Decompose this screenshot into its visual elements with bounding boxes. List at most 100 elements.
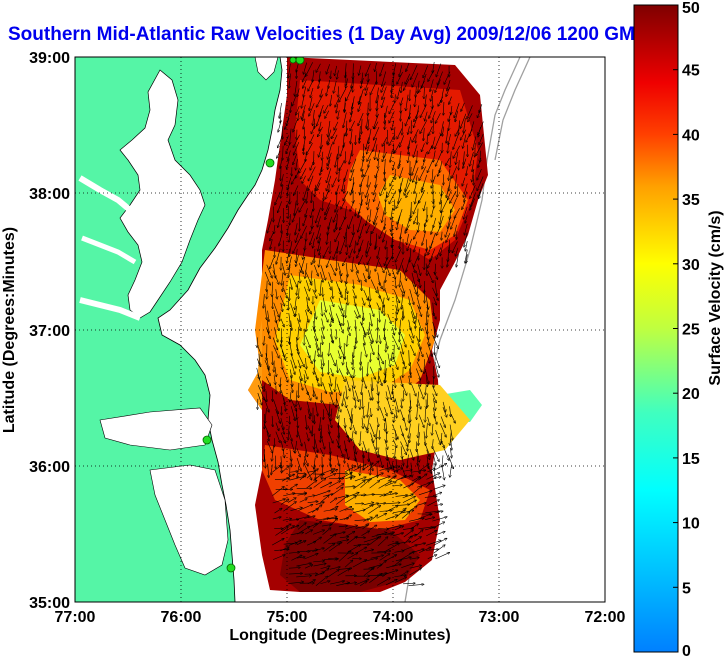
velocity-vector bbox=[321, 318, 324, 329]
velocity-vector bbox=[279, 343, 285, 357]
velocity-vector bbox=[360, 351, 361, 365]
velocity-vector bbox=[315, 184, 316, 197]
velocity-vector bbox=[425, 295, 428, 309]
velocity-vector bbox=[303, 136, 306, 150]
velocity-vector bbox=[467, 105, 473, 118]
velocity-vector bbox=[353, 224, 354, 234]
velocity-vector bbox=[374, 193, 377, 202]
velocity-vector bbox=[326, 175, 332, 191]
velocity-vector bbox=[405, 73, 411, 84]
velocity-vector bbox=[370, 80, 378, 95]
velocity-vector bbox=[273, 327, 278, 342]
chart-title: Southern Mid-Atlantic Raw Velocities (1 … bbox=[8, 24, 647, 45]
velocity-vector bbox=[312, 289, 317, 298]
velocity-vector bbox=[411, 262, 415, 273]
velocity-vector bbox=[299, 198, 307, 212]
velocity-vector bbox=[426, 263, 427, 276]
x-axis-label: Longitude (Degrees:Minutes) bbox=[229, 627, 450, 644]
velocity-vector bbox=[460, 113, 467, 128]
velocity-vector bbox=[332, 177, 337, 186]
velocity-vector bbox=[344, 280, 348, 294]
velocity-vector bbox=[320, 166, 322, 175]
velocity-vector bbox=[317, 182, 321, 191]
velocity-vector bbox=[278, 134, 284, 147]
velocity-vector bbox=[324, 105, 329, 113]
colorbar-tick-label: 40 bbox=[682, 127, 700, 144]
velocity-vector bbox=[464, 232, 468, 247]
velocity-vector bbox=[394, 199, 395, 211]
velocity-vector bbox=[446, 128, 449, 143]
velocity-vector bbox=[353, 63, 354, 78]
velocity-vector bbox=[466, 166, 468, 175]
station-marker bbox=[226, 563, 236, 573]
velocity-vector bbox=[315, 176, 322, 191]
velocity-vector bbox=[426, 336, 430, 346]
velocity-vector bbox=[303, 246, 306, 259]
velocity-vector bbox=[395, 318, 396, 330]
velocity-vector bbox=[327, 144, 332, 159]
velocity-vector bbox=[387, 129, 388, 144]
velocity-vector bbox=[374, 215, 378, 225]
velocity-vector bbox=[312, 367, 318, 381]
velocity-vector bbox=[322, 297, 326, 312]
velocity-vector bbox=[427, 319, 428, 334]
velocity-vector bbox=[353, 310, 358, 319]
velocity-vector bbox=[283, 145, 284, 160]
velocity-vector bbox=[431, 206, 435, 217]
velocity-vector bbox=[377, 327, 379, 343]
velocity-vector bbox=[400, 280, 405, 293]
velocity-vector bbox=[280, 318, 284, 327]
velocity-vector bbox=[446, 233, 451, 242]
velocity-vector bbox=[440, 215, 444, 228]
velocity-vector bbox=[414, 215, 417, 224]
velocity-vector bbox=[382, 151, 387, 161]
velocity-vector bbox=[455, 128, 460, 136]
velocity-vector bbox=[358, 102, 362, 111]
velocity-vector bbox=[352, 289, 356, 298]
velocity-vector bbox=[417, 150, 418, 163]
velocity-vector bbox=[313, 305, 316, 319]
velocity-vector bbox=[470, 193, 476, 207]
velocity-vector bbox=[417, 80, 420, 94]
velocity-vector bbox=[311, 209, 313, 217]
velocity-vector bbox=[455, 247, 459, 256]
velocity-vector bbox=[366, 137, 370, 149]
velocity-vector bbox=[387, 313, 391, 324]
velocity-vector bbox=[432, 62, 435, 73]
colorbar-tick-label: 15 bbox=[682, 451, 700, 468]
velocity-vector bbox=[367, 361, 368, 376]
velocity-vector bbox=[340, 239, 346, 254]
velocity-vector bbox=[400, 167, 404, 178]
velocity-vector bbox=[285, 118, 290, 129]
velocity-vector bbox=[306, 191, 307, 204]
velocity-vector bbox=[408, 142, 409, 154]
velocity-vector bbox=[317, 111, 322, 126]
velocity-vector bbox=[430, 248, 436, 262]
velocity-vector bbox=[327, 255, 332, 267]
velocity-vector bbox=[321, 302, 322, 315]
velocity-vector bbox=[397, 71, 403, 84]
velocity-vector bbox=[257, 374, 263, 389]
velocity-vector bbox=[410, 166, 411, 181]
velocity-vector bbox=[288, 256, 292, 270]
velocity-vector bbox=[477, 168, 482, 180]
velocity-vector bbox=[440, 209, 443, 224]
velocity-vector bbox=[348, 216, 354, 228]
velocity-vector bbox=[290, 375, 293, 387]
velocity-vector bbox=[298, 111, 299, 120]
velocity-vector bbox=[361, 78, 364, 88]
velocity-vector bbox=[409, 288, 414, 304]
velocity-vector bbox=[456, 254, 459, 267]
velocity-vector bbox=[372, 222, 378, 234]
velocity-vector bbox=[447, 80, 451, 91]
velocity-vector bbox=[273, 302, 279, 317]
velocity-vector bbox=[376, 87, 379, 102]
velocity-vector bbox=[366, 112, 369, 128]
velocity-vector bbox=[375, 174, 378, 187]
velocity-vector bbox=[301, 225, 307, 239]
velocity-vector bbox=[370, 231, 371, 245]
velocity-vector bbox=[380, 183, 386, 195]
velocity-vector bbox=[290, 353, 296, 368]
velocity-vector bbox=[400, 288, 404, 296]
velocity-vector bbox=[306, 142, 313, 155]
